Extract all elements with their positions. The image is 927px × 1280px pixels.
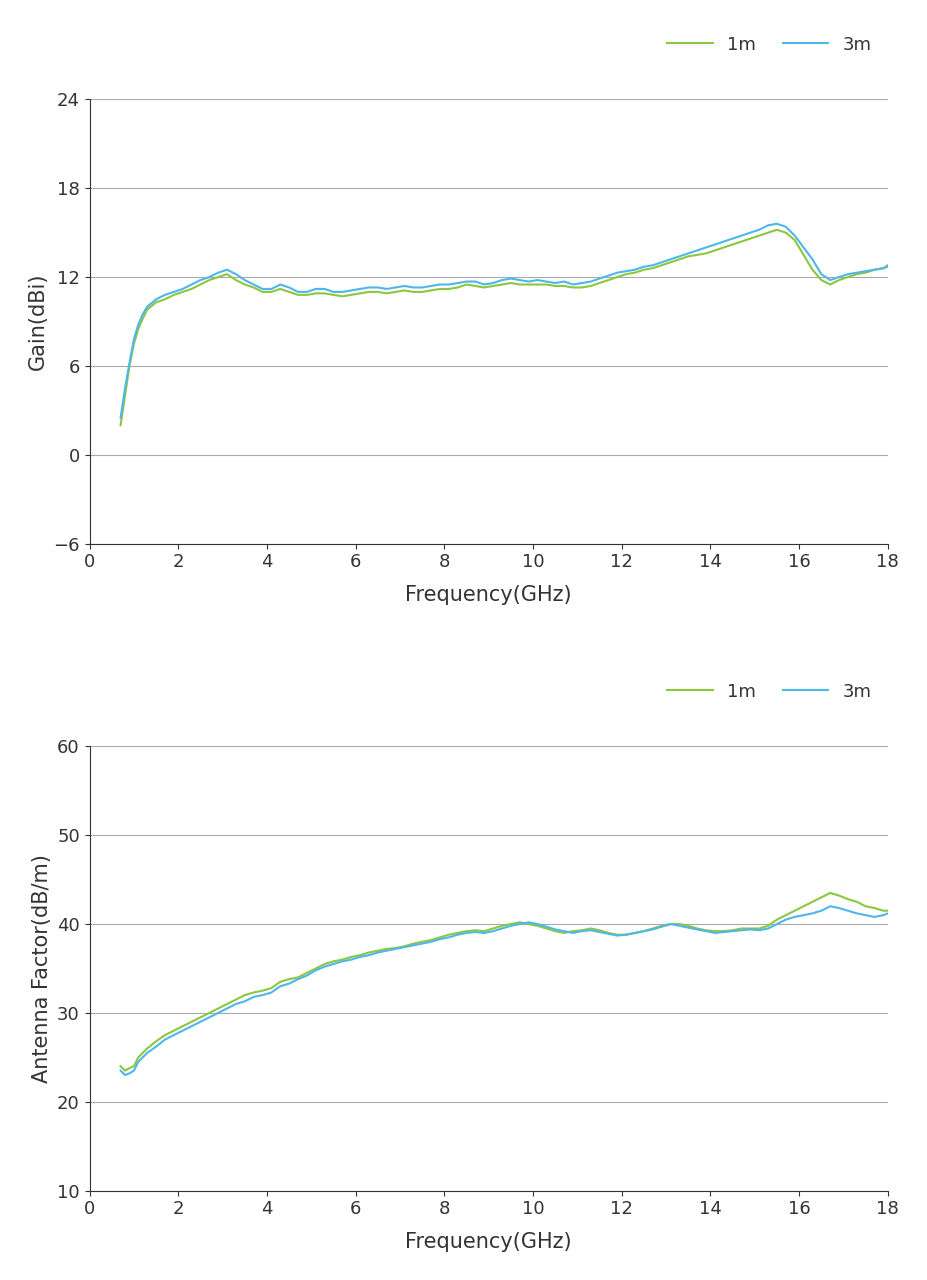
3m [195,1014,206,1029]
Line: 3m: 3m [121,224,888,417]
3m [878,908,889,923]
Line: 3m: 3m [121,906,888,1075]
1m [559,925,570,941]
1m [869,262,880,278]
1m [195,1010,206,1025]
1m [274,282,286,297]
3m [883,257,894,273]
1m [771,221,782,237]
1m [825,886,836,901]
3m [825,899,836,914]
1m [883,259,894,274]
1m [878,902,889,918]
Legend: 1m, 3m: 1m, 3m [660,28,879,61]
1m [120,1062,131,1078]
3m [771,216,782,232]
3m [883,906,894,922]
3m [186,276,197,292]
X-axis label: Frequency(GHz): Frequency(GHz) [405,585,572,605]
3m [878,261,889,276]
3m [120,1068,131,1083]
3m [301,968,312,983]
3m [115,410,126,425]
1m [301,965,312,980]
3m [284,975,295,991]
1m [115,417,126,433]
1m [878,261,889,276]
3m [292,284,303,300]
X-axis label: Frequency(GHz): Frequency(GHz) [405,1233,572,1252]
Y-axis label: Gain(dBi): Gain(dBi) [28,273,48,370]
1m [115,1059,126,1074]
3m [559,923,570,938]
Y-axis label: Antenna Factor(dB/m): Antenna Factor(dB/m) [32,854,52,1083]
3m [869,262,880,278]
1m [763,225,774,241]
3m [771,916,782,932]
1m [186,282,197,297]
Legend: 1m, 3m: 1m, 3m [660,676,879,708]
Line: 1m: 1m [121,229,888,425]
Line: 1m: 1m [121,893,888,1070]
1m [883,902,894,918]
3m [115,1062,126,1078]
1m [771,911,782,927]
3m [763,218,774,233]
3m [274,276,286,292]
1m [292,287,303,302]
1m [284,972,295,987]
